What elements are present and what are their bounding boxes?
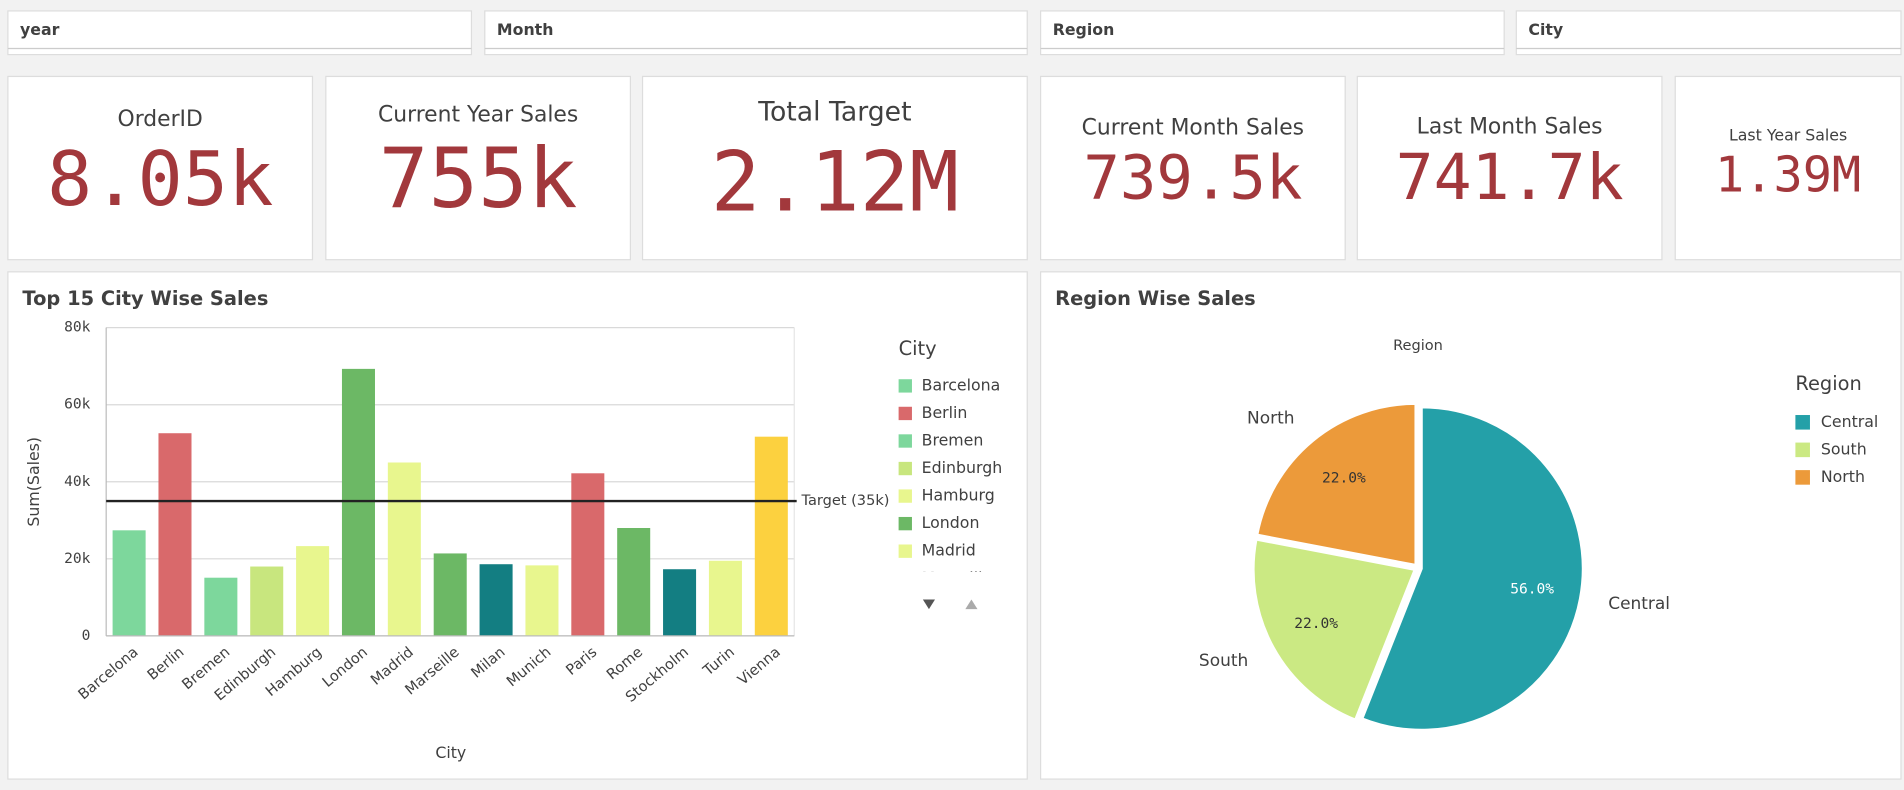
y-tick-label: 60k: [64, 396, 91, 413]
y-tick-label: 0: [82, 627, 91, 644]
slice-label: Central: [1608, 594, 1670, 614]
bar: [204, 577, 238, 636]
kpi-label: Current Month Sales: [1082, 116, 1304, 141]
legend-swatch: [898, 516, 912, 531]
bar: [525, 565, 559, 636]
pie-slice: [1255, 402, 1417, 567]
kpi-card: [641, 75, 1028, 261]
pie-label: Region: [1393, 337, 1443, 354]
bar: [617, 528, 651, 636]
legend-swatch: [898, 461, 912, 476]
legend-label: Edinburgh: [922, 458, 1003, 477]
bar: [663, 569, 697, 636]
legend-swatch: [898, 544, 912, 558]
bar: [341, 368, 375, 636]
y-tick-label: 80k: [64, 319, 91, 336]
filter-label: Month: [497, 20, 554, 39]
kpi-card: [7, 75, 314, 261]
kpi-value: 1.39M: [1715, 147, 1861, 203]
filter-box[interactable]: [7, 10, 473, 56]
bar: [433, 553, 467, 636]
reference-label: Target (35k): [801, 492, 890, 509]
kpi-label: Total Target: [757, 96, 911, 127]
kpi-card: [325, 75, 632, 261]
filter-box[interactable]: [484, 10, 1028, 56]
bar: [250, 566, 284, 636]
kpi-value: 755k: [379, 131, 578, 227]
kpi-value: 8.05k: [47, 135, 273, 223]
legend-label: Madrid: [922, 541, 976, 560]
legend-scroll-down[interactable]: [922, 599, 936, 610]
y-axis-title: Sum(Sales): [24, 437, 43, 527]
legend: Barcelona Berlin Bremen Edinburgh Hamburg Lon…: [898, 375, 1003, 587]
kpi-label: Last Year Sales: [1729, 125, 1847, 144]
pie-slice: [1252, 538, 1417, 722]
chart-title: Region Wise Sales: [1055, 287, 1256, 310]
filter-label: Region: [1053, 20, 1115, 39]
legend-swatch: [1795, 442, 1810, 458]
bar: [112, 530, 146, 636]
y-tick-label: 40k: [64, 473, 91, 490]
legend-swatch: [1795, 470, 1810, 485]
kpi-value: 741.7k: [1396, 140, 1624, 214]
legend-swatch: [1795, 415, 1810, 430]
legend-label: Marseille: [922, 568, 993, 587]
bar: [479, 564, 513, 636]
pie-slice: [1360, 405, 1585, 732]
bar: [754, 436, 788, 636]
value-label: 22.0%: [1322, 469, 1366, 486]
kpi-card: [1674, 75, 1902, 261]
bar: [296, 546, 330, 636]
kpi-label: OrderID: [118, 107, 203, 132]
bar: [571, 473, 605, 636]
legend-title: Region: [1795, 372, 1861, 395]
kpi-value: 2.12M: [711, 135, 959, 231]
y-tick-label: 20k: [64, 550, 91, 567]
legend-swatch: [898, 406, 912, 421]
bar: [708, 560, 742, 636]
legend-label: Central: [1821, 412, 1878, 431]
filter-label: City: [1528, 20, 1563, 39]
legend-swatch: [898, 489, 912, 503]
kpi-label: Current Year Sales: [378, 102, 578, 127]
value-label: 22.0%: [1294, 615, 1338, 632]
filter-label: year: [20, 20, 60, 39]
legend-label: Barcelona: [922, 375, 1001, 394]
kpi-value: 739.5k: [1083, 144, 1302, 214]
legend-swatch: [898, 379, 912, 393]
kpi-label: Last Month Sales: [1417, 114, 1603, 139]
filter-box[interactable]: [1039, 10, 1505, 56]
value-label: 56.0%: [1510, 581, 1554, 598]
legend-label: Hamburg: [922, 486, 995, 505]
legend-label: Bremen: [922, 430, 984, 449]
slice-label: North: [1247, 409, 1294, 429]
bar: [158, 433, 192, 636]
bar: [387, 462, 421, 636]
x-axis-title: City: [435, 743, 466, 762]
legend-scroll-up[interactable]: [965, 599, 978, 610]
legend-title: City: [899, 337, 937, 360]
kpi-card: [1356, 75, 1663, 261]
slice-label: South: [1199, 651, 1248, 671]
legend-label: London: [922, 513, 980, 532]
legend-label: North: [1821, 467, 1865, 486]
legend-label: Berlin: [922, 403, 968, 422]
chart-title: Top 15 City Wise Sales: [22, 287, 268, 310]
filter-box[interactable]: [1515, 10, 1902, 56]
legend-label: South: [1821, 439, 1867, 458]
legend-swatch: [898, 434, 912, 448]
kpi-card: [1039, 75, 1346, 261]
